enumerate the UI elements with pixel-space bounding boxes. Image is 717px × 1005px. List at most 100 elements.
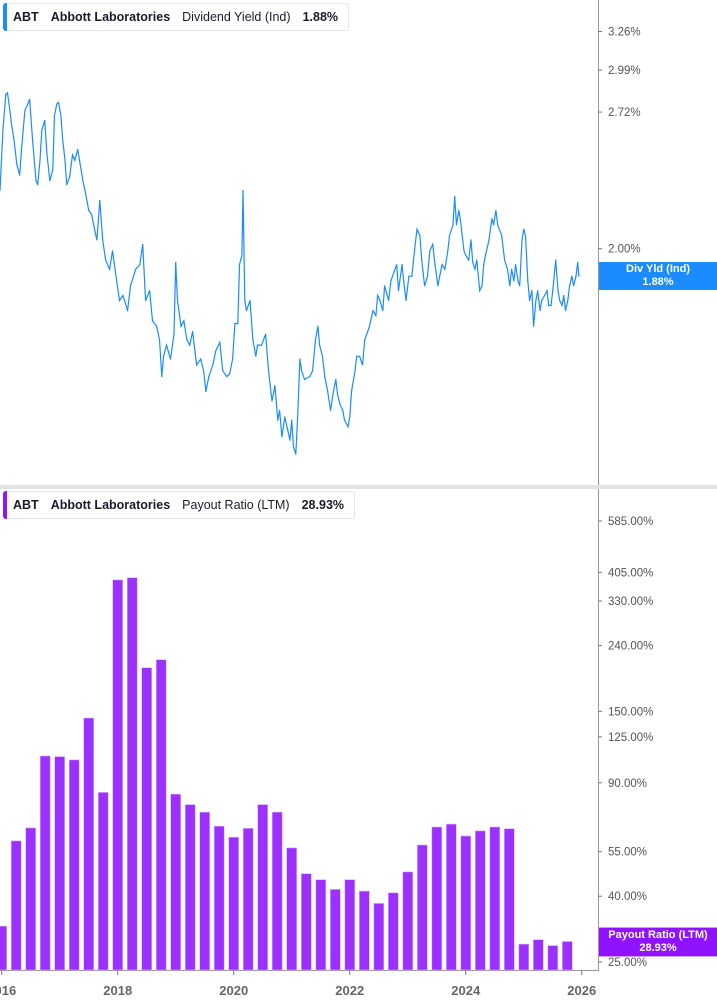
yield-point [349, 416, 351, 418]
payout-bar[interactable] [315, 879, 327, 971]
yield-point [129, 285, 132, 287]
payout-bar[interactable] [0, 925, 8, 971]
payout-bar[interactable] [474, 830, 486, 971]
payout-bar[interactable] [460, 835, 472, 971]
yield-point [319, 344, 321, 346]
yield-point [504, 259, 506, 261]
x-tick-label: 2016 [0, 983, 16, 998]
yield-point [255, 355, 257, 357]
payout-bar[interactable] [39, 755, 51, 971]
yield-point [77, 148, 79, 151]
y-tick-label: 330.00% [608, 596, 653, 608]
yield-point [295, 453, 297, 455]
payout-bar[interactable] [242, 827, 254, 971]
dividend-yield-line[interactable] [0, 91, 580, 455]
payout-bar[interactable] [170, 793, 181, 971]
yield-point [567, 299, 569, 302]
payout-bar[interactable] [184, 804, 196, 971]
current-yield-tag: Div Yld (Ind) 1.88% [599, 262, 717, 290]
dividend-yield-legend[interactable]: ABT Abbott Laboratories Dividend Yield (… [3, 3, 350, 31]
yield-point [196, 364, 198, 366]
payout-bar[interactable] [112, 579, 123, 971]
payout-bar[interactable] [561, 941, 573, 971]
series-color-swatch [3, 491, 7, 519]
payout-bar[interactable] [532, 939, 544, 971]
yield-point [102, 239, 104, 241]
yield-point [219, 341, 221, 343]
yield-point [115, 275, 117, 277]
payout-bar[interactable] [97, 792, 109, 971]
payout-ratio-legend[interactable]: ABT Abbott Laboratories Payout Ratio (LT… [3, 491, 356, 519]
payout-bar[interactable] [126, 577, 138, 971]
y-tick-label: 2.72% [608, 107, 641, 119]
payout-bar[interactable] [199, 811, 210, 971]
payout-bar[interactable] [344, 879, 356, 971]
yield-point [573, 285, 575, 287]
yield-point [20, 148, 23, 151]
yield-point [327, 391, 329, 393]
yield-point [241, 254, 243, 256]
yield-point [265, 333, 267, 335]
y-tick-label: 2.99% [608, 65, 641, 77]
yield-point [161, 376, 163, 378]
payout-bar[interactable] [300, 873, 312, 971]
payout-bar[interactable] [271, 811, 283, 971]
yield-point [303, 378, 306, 381]
payout-bar[interactable] [445, 823, 457, 971]
payout-bar[interactable] [416, 844, 428, 971]
payout-bar[interactable] [547, 945, 559, 971]
yield-point [424, 285, 426, 287]
yield-point [9, 109, 11, 111]
yield-point [271, 400, 273, 402]
yield-point [531, 290, 533, 292]
yield-point [37, 184, 39, 186]
payout-bar[interactable] [141, 667, 152, 971]
yield-point [122, 294, 124, 297]
yield-point [403, 280, 405, 282]
yield-point [156, 325, 158, 327]
yield-point [252, 339, 254, 341]
yield-point [6, 92, 9, 94]
payout-bar[interactable] [257, 804, 269, 971]
panel-divider[interactable] [0, 485, 717, 489]
y-tick-label: 150.00% [608, 706, 653, 718]
payout-bar[interactable] [10, 840, 22, 971]
payout-bar[interactable] [228, 836, 239, 971]
yield-point [515, 264, 517, 266]
yield-point [91, 213, 93, 216]
payout-bar[interactable] [402, 871, 414, 971]
payout-bar[interactable] [518, 943, 530, 971]
yield-point [388, 299, 390, 302]
payout-bar[interactable] [387, 892, 399, 971]
yield-point [571, 275, 573, 277]
payout-bar[interactable] [503, 828, 515, 971]
payout-bar[interactable] [431, 826, 443, 971]
yield-point [165, 344, 168, 346]
payout-bar[interactable] [286, 847, 298, 971]
yield-point [535, 299, 537, 302]
yield-point [205, 391, 207, 393]
yield-point [372, 310, 374, 312]
y-tick-label: 40.00% [608, 891, 647, 903]
yield-point [151, 320, 154, 322]
payout-bar[interactable] [329, 889, 341, 971]
yield-point [384, 285, 386, 287]
payout-bar[interactable] [213, 825, 225, 971]
payout-bar[interactable] [25, 827, 37, 971]
yield-point [274, 385, 276, 387]
yield-point [135, 268, 137, 270]
yield-point [472, 261, 474, 263]
payout-bar[interactable] [155, 659, 167, 971]
yield-point [256, 344, 259, 346]
yield-point [517, 280, 519, 282]
yield-point [448, 235, 451, 237]
payout-bar[interactable] [83, 717, 94, 971]
payout-bar[interactable] [489, 826, 501, 971]
payout-bar[interactable] [54, 756, 66, 971]
payout-bar[interactable] [358, 890, 370, 971]
payout-bar[interactable] [373, 903, 385, 971]
yield-point [287, 429, 289, 431]
payout-bar[interactable] [68, 759, 80, 971]
yield-point [509, 285, 511, 287]
